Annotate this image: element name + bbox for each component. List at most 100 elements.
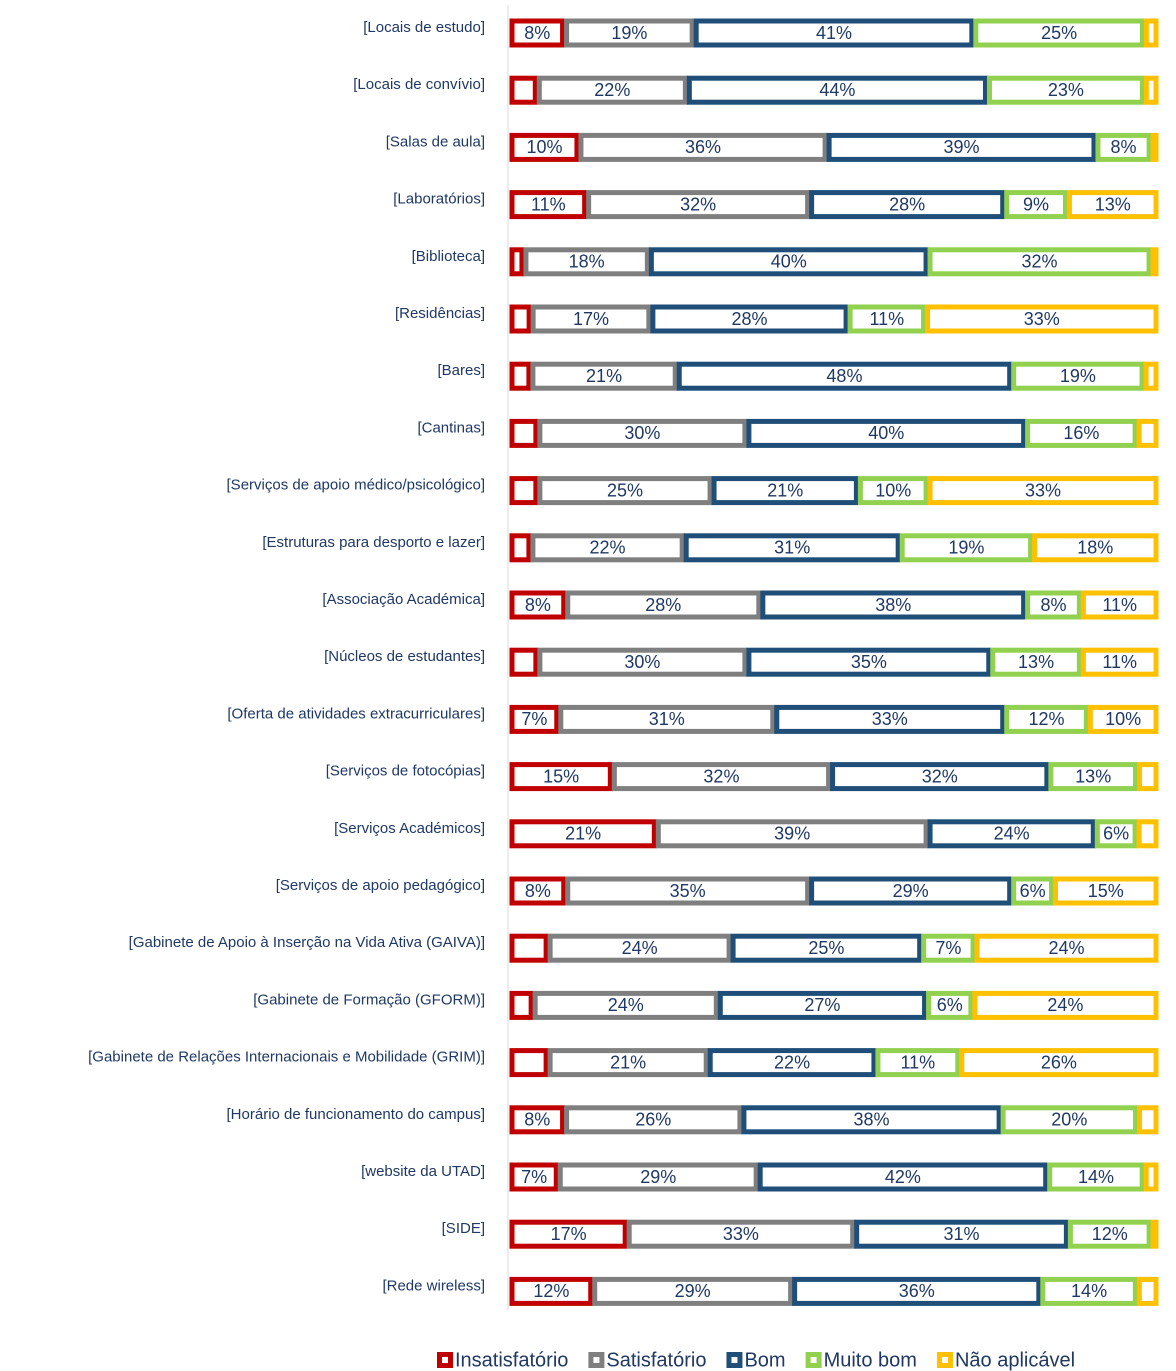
bar-segment xyxy=(512,650,536,674)
value-label: 31% xyxy=(774,538,810,558)
category-label: [Locais de estudo] xyxy=(363,19,485,36)
category-label: [Horário de funcionamento do campus] xyxy=(227,1106,485,1123)
bar-segment xyxy=(512,936,546,960)
value-label: 12% xyxy=(1092,1224,1128,1244)
value-label: 40% xyxy=(771,252,807,272)
value-label: 17% xyxy=(551,1224,587,1244)
bar-segment xyxy=(512,1051,546,1075)
bar-segment xyxy=(1153,1222,1156,1246)
value-label: 10% xyxy=(526,137,562,157)
value-label: 12% xyxy=(533,1281,569,1301)
value-label: 13% xyxy=(1018,652,1054,672)
category-label: [Laboratórios] xyxy=(393,191,485,208)
value-label: 27% xyxy=(804,995,840,1015)
value-label: 30% xyxy=(624,652,660,672)
value-label: 10% xyxy=(1105,709,1141,729)
value-label: 21% xyxy=(586,366,622,386)
value-label: 39% xyxy=(774,824,810,844)
category-label: [Biblioteca] xyxy=(412,248,485,265)
value-label: 41% xyxy=(816,23,852,43)
category-label: [Rede wireless] xyxy=(382,1277,485,1294)
category-label: [Gabinete de Relações Internacionais e M… xyxy=(88,1049,485,1066)
value-label: 25% xyxy=(1041,23,1077,43)
legend-label: Bom xyxy=(744,1349,785,1371)
value-label: 7% xyxy=(521,709,547,729)
value-label: 36% xyxy=(899,1281,935,1301)
value-label: 7% xyxy=(935,938,961,958)
value-label: 13% xyxy=(1095,194,1131,214)
bar-segment xyxy=(1139,822,1156,846)
bar-segment xyxy=(1139,1279,1156,1303)
bar-segment xyxy=(512,250,522,274)
value-label: 8% xyxy=(524,1110,550,1130)
bar-segment xyxy=(512,993,531,1017)
bar-segment xyxy=(512,307,529,331)
value-label: 28% xyxy=(645,595,681,615)
category-label: [Serviços de apoio médico/psicológico] xyxy=(227,477,485,494)
value-label: 33% xyxy=(723,1224,759,1244)
bar-segment xyxy=(512,536,529,560)
value-label: 30% xyxy=(624,423,660,443)
value-label: 8% xyxy=(1040,595,1066,615)
bar-segment xyxy=(1146,1165,1156,1189)
value-label: 21% xyxy=(767,480,803,500)
value-label: 32% xyxy=(922,766,958,786)
bar-segment xyxy=(1146,21,1156,45)
value-label: 21% xyxy=(565,824,601,844)
value-label: 33% xyxy=(872,709,908,729)
category-label: [Serviços de apoio pedagógico] xyxy=(276,877,485,894)
value-label: 40% xyxy=(868,423,904,443)
value-label: 8% xyxy=(524,23,550,43)
category-label: [Oferta de atividades extracurriculares] xyxy=(227,705,485,722)
category-label: [website da UTAD] xyxy=(361,1163,485,1180)
legend-swatch-inner xyxy=(442,1357,448,1363)
value-label: 9% xyxy=(1023,194,1049,214)
value-label: 24% xyxy=(622,938,658,958)
value-label: 11% xyxy=(531,194,566,214)
value-label: 33% xyxy=(1024,309,1060,329)
bar-segment xyxy=(1153,135,1156,159)
value-label: 25% xyxy=(607,480,643,500)
category-label: [Serviços Académicos] xyxy=(334,820,485,837)
category-label: [Locais de convívio] xyxy=(353,76,485,93)
value-label: 39% xyxy=(944,137,980,157)
value-label: 26% xyxy=(1041,1052,1077,1072)
value-label: 36% xyxy=(685,137,721,157)
value-label: 6% xyxy=(1020,881,1046,901)
bar-segment xyxy=(1146,364,1156,388)
legend-label: Insatisfatório xyxy=(455,1349,568,1371)
value-label: 6% xyxy=(1103,824,1129,844)
value-label: 33% xyxy=(1025,480,1061,500)
value-label: 8% xyxy=(525,881,551,901)
value-label: 7% xyxy=(521,1167,547,1187)
value-label: 11% xyxy=(869,309,904,329)
value-label: 42% xyxy=(885,1167,921,1187)
legend-swatch-inner xyxy=(811,1357,817,1363)
value-label: 11% xyxy=(901,1052,936,1072)
value-label: 8% xyxy=(525,595,551,615)
value-label: 24% xyxy=(608,995,644,1015)
value-label: 22% xyxy=(594,80,630,100)
value-label: 25% xyxy=(808,938,844,958)
bar-segment xyxy=(1140,765,1156,789)
value-label: 28% xyxy=(889,194,925,214)
value-label: 24% xyxy=(994,824,1030,844)
category-label: [Cantinas] xyxy=(417,419,485,436)
bar-segment xyxy=(1140,1108,1156,1132)
value-label: 26% xyxy=(635,1110,671,1130)
legend-label: Não aplicável xyxy=(955,1349,1075,1371)
value-label: 18% xyxy=(1077,538,1113,558)
category-label: [Residências] xyxy=(395,305,485,322)
value-label: 11% xyxy=(1102,595,1137,615)
value-label: 48% xyxy=(826,366,862,386)
value-label: 22% xyxy=(774,1052,810,1072)
value-label: 19% xyxy=(1060,366,1096,386)
legend-label: Satisfatório xyxy=(606,1349,706,1371)
legend-swatch-inner xyxy=(942,1357,948,1363)
value-label: 35% xyxy=(851,652,887,672)
value-label: 32% xyxy=(680,194,716,214)
value-label: 38% xyxy=(854,1110,890,1130)
bar-segment xyxy=(1146,78,1156,102)
legend-swatch-inner xyxy=(593,1357,599,1363)
value-label: 35% xyxy=(670,881,706,901)
